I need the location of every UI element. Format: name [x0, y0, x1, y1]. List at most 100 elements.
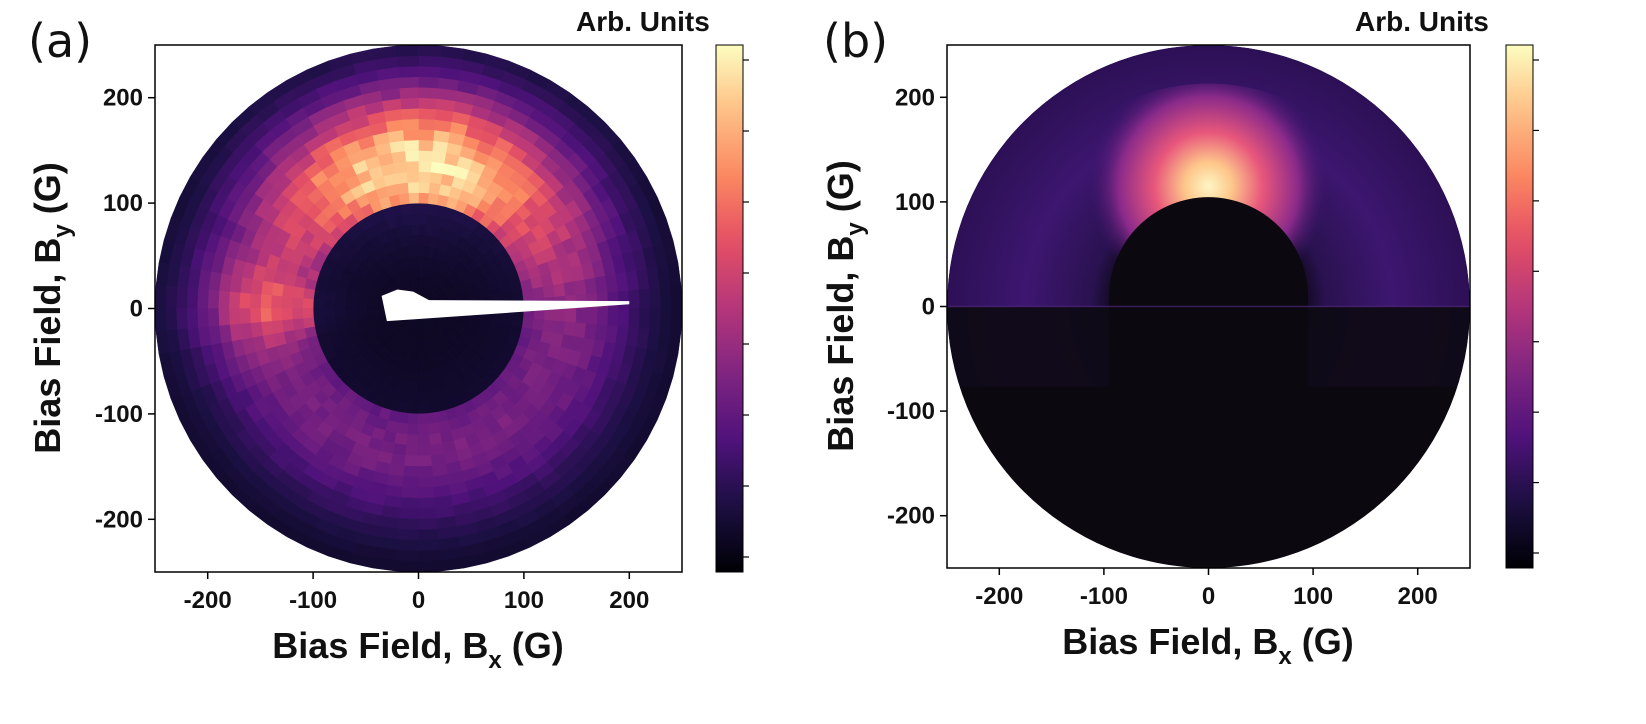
y-tick-label: -100	[887, 398, 935, 425]
heatmap-cell	[418, 76, 439, 89]
heatmap-cell	[430, 161, 445, 174]
panel-b: (b) Arb. Units -200 -100 0 100 200 -200 -100 0 1…	[820, 0, 1646, 724]
heatmap-cell	[402, 129, 419, 141]
heatmap-cell	[394, 432, 408, 446]
heatmap-cell	[418, 476, 435, 488]
heatmap-cell	[596, 308, 609, 326]
heatmap-cell	[418, 392, 428, 404]
heatmap-cell	[323, 299, 335, 309]
heatmap-cell	[408, 192, 419, 204]
heatmap-cell	[401, 486, 419, 499]
heatmap-cell	[418, 213, 428, 225]
heatmap-cell	[418, 497, 437, 510]
heatmap-cell	[418, 171, 431, 183]
colorbar-b	[1505, 44, 1534, 569]
heatmap-cell	[410, 381, 419, 394]
heatmap-cell	[407, 181, 419, 194]
y-tick-label: 200	[103, 85, 143, 112]
y-axis-label: Bias Field, By (G)	[820, 160, 869, 451]
panel-a: (a) Arb. Units -200 -100 0 100 200 -200 -100 0 1…	[0, 0, 800, 724]
heatmap-cell	[418, 507, 438, 520]
heatmap-cell	[281, 308, 293, 321]
heatmap-cell	[542, 319, 556, 333]
heatmap-cell	[418, 434, 431, 446]
heatmap-cell	[418, 244, 425, 257]
heatmap-cell	[542, 284, 556, 298]
heatmap-cell	[418, 129, 435, 141]
y-tick-label: 100	[895, 189, 935, 216]
heatmap-cell	[418, 486, 436, 499]
heatmap-cell	[228, 308, 241, 326]
heatmap-cell	[400, 107, 419, 120]
heatmap-cell	[409, 392, 419, 404]
heatmap-cell	[403, 139, 419, 152]
heatmap-cell	[165, 308, 178, 331]
heatmap-cell	[418, 413, 429, 425]
heatmap-cell	[392, 443, 407, 456]
x-axis-label: Bias Field, Bx (G)	[1062, 621, 1353, 670]
heatmap-cell	[412, 360, 419, 373]
heatmap-cell	[281, 284, 295, 298]
heatmap-cell	[292, 318, 305, 331]
heatmap-cell	[196, 288, 209, 309]
heatmap-cell	[281, 319, 295, 333]
heatmap-cell	[418, 45, 442, 57]
heatmap-cell	[628, 288, 641, 309]
heatmap-cell	[312, 308, 325, 318]
heatmap-cell	[260, 321, 274, 337]
heatmap-cell	[429, 432, 443, 446]
heatmap-cell	[410, 223, 419, 236]
heatmap-cell	[649, 308, 662, 330]
panel-label-b: (b)	[823, 14, 889, 68]
heatmap-cell	[281, 296, 293, 309]
x-tick-label: 100	[504, 587, 544, 614]
heatmap-cell	[553, 282, 566, 297]
heatmap-cell	[175, 308, 188, 330]
heatmap-cell	[563, 321, 577, 337]
y-tick-label: -200	[887, 503, 935, 530]
heatmap-cell	[670, 285, 682, 309]
x-tick-label: 200	[1398, 583, 1438, 610]
heatmap-cell	[186, 288, 199, 309]
heatmap-cell	[418, 118, 436, 131]
heatmap-cell	[659, 308, 672, 331]
heatmap-cell	[312, 299, 325, 309]
heatmap-cell	[399, 401, 411, 414]
heatmap-cell	[291, 297, 304, 309]
heatmap-cell	[399, 97, 419, 110]
heatmap-cell	[418, 223, 427, 236]
heatmap-cell	[207, 308, 220, 328]
y-tick-label: -200	[95, 506, 143, 533]
heatmap-cell	[418, 181, 430, 194]
x-tick-label: -100	[1080, 583, 1128, 610]
heatmap-cell	[398, 412, 410, 425]
heatmap-cell	[429, 171, 443, 185]
heatmap-cell	[418, 86, 439, 99]
heatmap-cell	[554, 308, 567, 322]
heatmap-cell	[302, 308, 314, 319]
y-tick-label: 0	[130, 296, 143, 323]
x-tick-label: -200	[184, 587, 232, 614]
heatmap-cell	[354, 302, 367, 309]
heatmap-cell	[418, 560, 442, 572]
heatmap-cell	[511, 316, 524, 328]
heatmap-cell	[409, 213, 419, 225]
heatmap-cell	[397, 65, 419, 78]
chart-b: -200 -100 0 100 200 -200 -100 0 100 200 Bias Field…	[820, 44, 1539, 670]
heatmap-cell	[428, 422, 441, 435]
heatmap-cell	[575, 308, 588, 324]
y-tick-label: -100	[95, 401, 143, 428]
heatmap-cell	[427, 192, 439, 205]
heatmap-cell	[398, 528, 419, 541]
heatmap-cell	[270, 295, 283, 309]
heatmap-cell	[271, 282, 284, 297]
heatmap-cell	[418, 381, 427, 394]
heatmap-cell	[239, 292, 251, 309]
heatmap-cell	[522, 317, 535, 329]
heatmap-cell	[302, 298, 314, 309]
heatmap-cell	[409, 202, 419, 215]
x-tick-label: 100	[1293, 583, 1333, 610]
heatmap-cell	[217, 290, 230, 309]
heatmap-cell	[228, 291, 241, 309]
heatmap-cell	[607, 308, 620, 327]
